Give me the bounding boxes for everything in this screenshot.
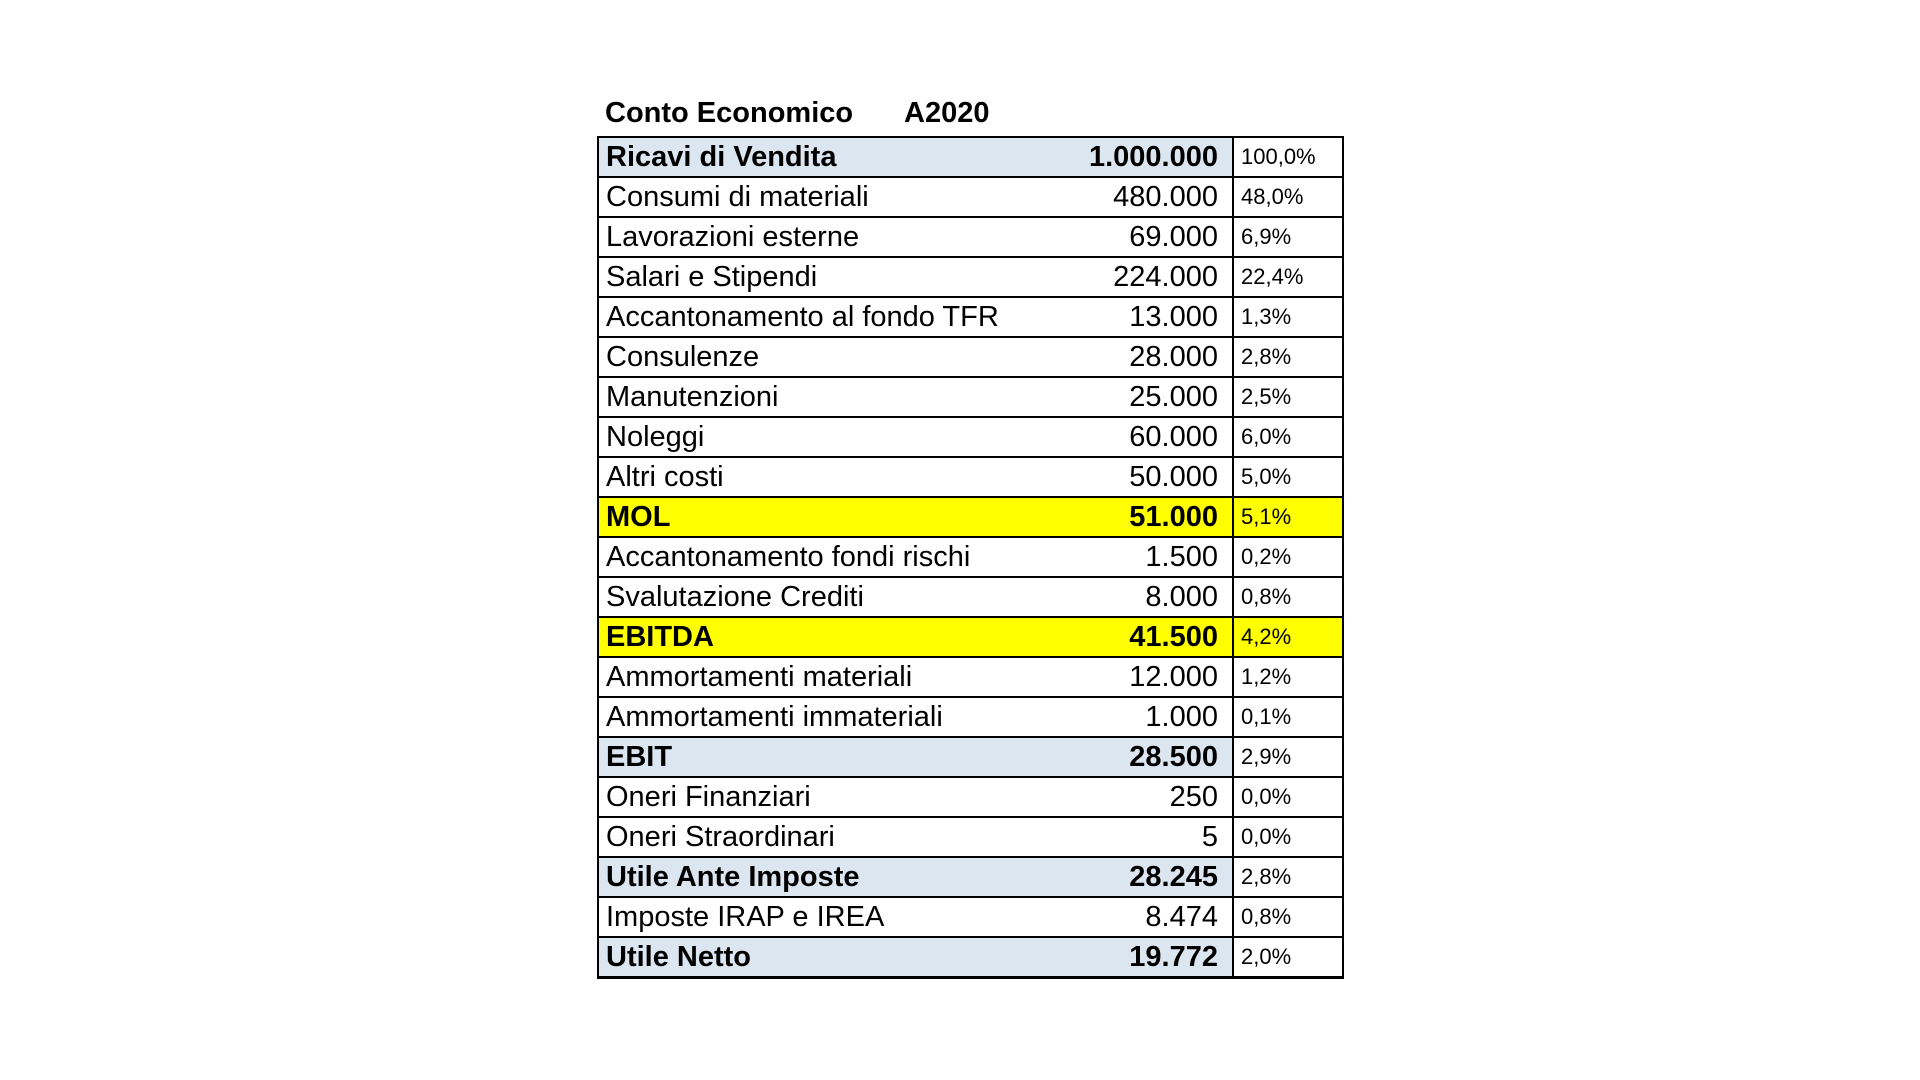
table-title: Conto Economico [605,97,854,129]
year-column-header: A2020 [904,97,990,129]
row-value-cell: 480.000 [1006,176,1234,218]
row-value-cell: 224.000 [1006,256,1234,298]
income-statement-table: Conto Economico A2020 Ricavi di Vendita … [597,96,1344,979]
row-label-cell: Svalutazione Crediti [597,576,1006,618]
row-percent-cell: 2,8% [1232,856,1344,898]
row-label-cell: Imposte IRAP e IREA [597,896,1006,938]
row-percent-cell: 6,9% [1232,216,1344,258]
table-row-consumi-di-materiali: Consumi di materiali 480.000 48,0% [597,176,1344,218]
row-value-cell: 250 [1006,776,1234,818]
row-label-cell: Manutenzioni [597,376,1006,418]
table-row-svalutazione-crediti: Svalutazione Crediti 8.000 0,8% [597,576,1344,618]
row-percent-cell: 6,0% [1232,416,1344,458]
row-label-cell: Accantonamento fondi rischi [597,536,1006,578]
row-percent-cell: 0,0% [1232,816,1344,858]
row-value-cell: 41.500 [1006,616,1234,658]
row-value-cell: 8.000 [1006,576,1234,618]
row-percent-cell: 2,8% [1232,336,1344,378]
row-value-cell: 5 [1006,816,1234,858]
table-row-ricavi-di-vendita: Ricavi di Vendita 1.000.000 100,0% [597,136,1344,178]
row-percent-cell: 0,8% [1232,576,1344,618]
header-main-cell: Conto Economico A2020 [598,96,1233,138]
income-statement: Conto Economico A2020 Ricavi di Vendita … [597,96,1344,979]
table-row-oneri-finanziari: Oneri Finanziari 250 0,0% [597,776,1344,818]
table-row-ebit: EBIT 28.500 2,9% [597,736,1344,778]
row-label-cell: Utile Ante Imposte [597,856,1006,898]
table-row-ammortamenti-materiali: Ammortamenti materiali 12.000 1,2% [597,656,1344,698]
table-row-ebitda: EBITDA 41.500 4,2% [597,616,1344,658]
row-label-cell: Consulenze [597,336,1006,378]
row-label-cell: Noleggi [597,416,1006,458]
row-value-cell: 8.474 [1006,896,1234,938]
table-row-utile-netto: Utile Netto 19.772 2,0% [597,936,1344,979]
row-value-cell: 28.500 [1006,736,1234,778]
row-value-cell: 1.000 [1006,696,1234,738]
table-row-lavorazioni-esterne: Lavorazioni esterne 69.000 6,9% [597,216,1344,258]
row-percent-cell: 5,0% [1232,456,1344,498]
row-percent-cell: 0,1% [1232,696,1344,738]
row-percent-cell: 100,0% [1232,136,1344,178]
row-value-cell: 1.000.000 [1006,136,1234,178]
row-label-cell: Lavorazioni esterne [597,216,1006,258]
table-row-altri-costi: Altri costi 50.000 5,0% [597,456,1344,498]
row-label-cell: Salari e Stipendi [597,256,1006,298]
header-row: Conto Economico A2020 [598,96,1343,138]
row-value-cell: 12.000 [1006,656,1234,698]
row-label-cell: Accantonamento al fondo TFR [597,296,1006,338]
row-label-cell: Ammortamenti immateriali [597,696,1006,738]
row-value-cell: 13.000 [1006,296,1234,338]
row-percent-cell: 1,3% [1232,296,1344,338]
row-percent-cell: 1,2% [1232,656,1344,698]
row-percent-cell: 0,2% [1232,536,1344,578]
row-label-cell: Oneri Finanziari [597,776,1006,818]
row-value-cell: 28.245 [1006,856,1234,898]
row-label-cell: Altri costi [597,456,1006,498]
row-percent-cell: 2,0% [1232,936,1344,979]
table-row-salari-e-stipendi: Salari e Stipendi 224.000 22,4% [597,256,1344,298]
row-value-cell: 19.772 [1006,936,1234,979]
row-label-cell: Oneri Straordinari [597,816,1006,858]
row-percent-cell: 48,0% [1232,176,1344,218]
row-percent-cell: 0,8% [1232,896,1344,938]
row-value-cell: 25.000 [1006,376,1234,418]
table-row-accantonamento-fondi-rischi: Accantonamento fondi rischi 1.500 0,2% [597,536,1344,578]
row-label-cell: MOL [597,496,1006,538]
row-value-cell: 50.000 [1006,456,1234,498]
table-row-consulenze: Consulenze 28.000 2,8% [597,336,1344,378]
percent-column-header [1233,96,1343,138]
row-value-cell: 1.500 [1006,536,1234,578]
table-row-accantonamento-al-fondo-tfr: Accantonamento al fondo TFR 13.000 1,3% [597,296,1344,338]
row-label-cell: Ricavi di Vendita [597,136,1006,178]
row-value-cell: 60.000 [1006,416,1234,458]
row-percent-cell: 22,4% [1232,256,1344,298]
row-value-cell: 51.000 [1006,496,1234,538]
table-row-oneri-straordinari: Oneri Straordinari 5 0,0% [597,816,1344,858]
table-row-manutenzioni: Manutenzioni 25.000 2,5% [597,376,1344,418]
row-label-cell: Utile Netto [597,936,1006,979]
row-percent-cell: 2,5% [1232,376,1344,418]
row-label-cell: EBITDA [597,616,1006,658]
row-value-cell: 69.000 [1006,216,1234,258]
table-row-ammortamenti-immateriali: Ammortamenti immateriali 1.000 0,1% [597,696,1344,738]
row-percent-cell: 0,0% [1232,776,1344,818]
row-label-cell: Ammortamenti materiali [597,656,1006,698]
table-row-noleggi: Noleggi 60.000 6,0% [597,416,1344,458]
row-label-cell: Consumi di materiali [597,176,1006,218]
table-row-utile-ante-imposte: Utile Ante Imposte 28.245 2,8% [597,856,1344,898]
table-row-imposte-irap-e-irea: Imposte IRAP e IREA 8.474 0,8% [597,896,1344,938]
row-percent-cell: 2,9% [1232,736,1344,778]
row-label-cell: EBIT [597,736,1006,778]
row-percent-cell: 5,1% [1232,496,1344,538]
table-row-mol: MOL 51.000 5,1% [597,496,1344,538]
row-value-cell: 28.000 [1006,336,1234,378]
row-percent-cell: 4,2% [1232,616,1344,658]
